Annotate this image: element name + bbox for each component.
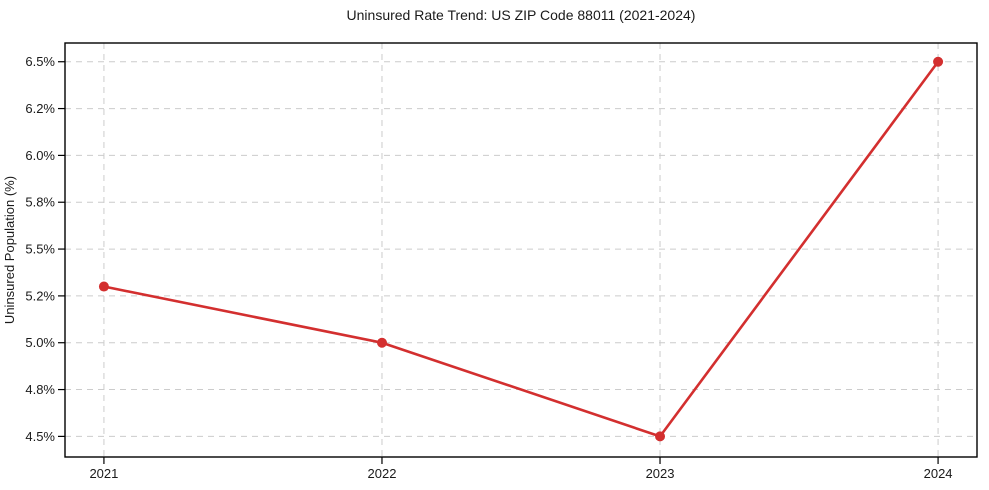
y-tick-label: 4.8% bbox=[25, 382, 55, 397]
y-axis-label: Uninsured Population (%) bbox=[2, 176, 17, 324]
y-tick-label: 5.5% bbox=[25, 242, 55, 257]
series-layer bbox=[98, 56, 944, 442]
x-tick-label: 2024 bbox=[924, 466, 953, 481]
x-tick-label: 2023 bbox=[646, 466, 675, 481]
x-tick-label: 2021 bbox=[89, 466, 118, 481]
y-tick-label: 5.0% bbox=[25, 335, 55, 350]
y-tick-label: 5.8% bbox=[25, 195, 55, 210]
y-tick-label: 6.5% bbox=[25, 54, 55, 69]
x-tick-label: 2022 bbox=[368, 466, 397, 481]
data-point bbox=[376, 337, 387, 348]
data-point bbox=[933, 56, 944, 67]
trend-line bbox=[102, 60, 940, 438]
y-tick-label: 4.5% bbox=[25, 429, 55, 444]
y-tick-label: 5.2% bbox=[25, 288, 55, 303]
plot-frame bbox=[64, 42, 978, 458]
data-point bbox=[655, 431, 666, 442]
chart-title: Uninsured Rate Trend: US ZIP Code 88011 … bbox=[347, 7, 696, 23]
y-tick-label: 6.0% bbox=[25, 148, 55, 163]
axis-layer: 4.5% 4.8% 5.0% 5.2% 5.5% 5.8% 6.0% 6.2% 6.5% 2021… bbox=[25, 42, 978, 481]
y-tick-label: 6.2% bbox=[25, 101, 55, 116]
data-point bbox=[98, 281, 109, 292]
